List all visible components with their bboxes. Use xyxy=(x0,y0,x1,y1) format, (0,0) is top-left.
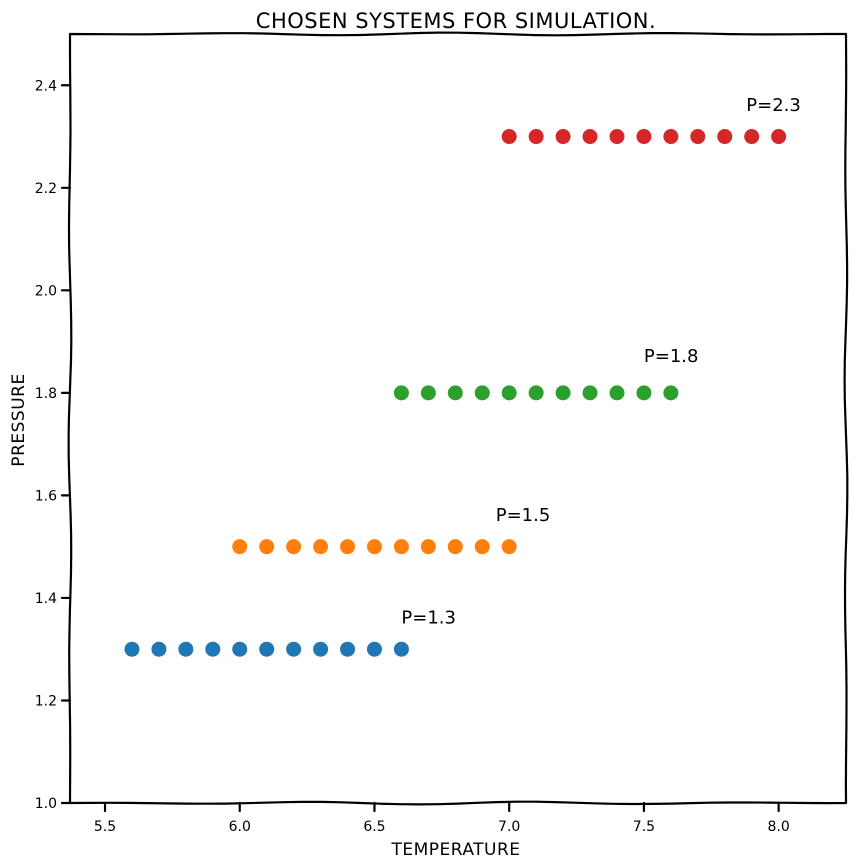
data-point xyxy=(501,385,517,401)
data-point xyxy=(259,641,275,657)
data-point xyxy=(205,641,221,657)
x-tick-label: 7.5 xyxy=(633,819,655,835)
x-axis: 5.5 6.0 6.5 7.0 7.5 8.0 xyxy=(94,801,790,835)
data-point xyxy=(447,385,463,401)
y-tick-label: 1.8 xyxy=(35,386,57,402)
y-axis: 1.0 1.2 1.4 1.6 1.8 2.0 2.2 2.4 xyxy=(35,78,72,812)
annotations: P=1.3 P=1.5 P=1.8 P=2.3 xyxy=(401,95,800,629)
data-point xyxy=(609,385,625,401)
y-tick-label: 1.4 xyxy=(35,591,57,607)
plot-frame xyxy=(67,31,849,806)
data-point xyxy=(663,129,679,145)
data-point xyxy=(690,129,706,145)
y-tick-label: 1.6 xyxy=(35,488,57,504)
y-tick-label: 2.2 xyxy=(35,181,57,197)
data-point xyxy=(420,385,436,401)
data-point xyxy=(232,641,248,657)
data-point xyxy=(528,129,544,145)
data-point xyxy=(582,129,598,145)
x-tick-label: 7.0 xyxy=(498,819,520,835)
data-point xyxy=(340,539,356,555)
chart-title: CHOSEN SYSTEMS FOR SIMULATION. xyxy=(256,9,656,33)
annotation-label: P=2.3 xyxy=(746,95,801,116)
y-tick-label: 1.2 xyxy=(35,693,57,709)
data-point xyxy=(340,641,356,657)
data-point xyxy=(555,129,571,145)
data-point xyxy=(393,641,409,657)
data-points xyxy=(124,129,787,657)
x-tick-label: 6.5 xyxy=(363,819,385,835)
y-tick-label: 2.0 xyxy=(35,283,57,299)
data-point xyxy=(582,385,598,401)
data-point xyxy=(393,539,409,555)
annotation-label: P=1.8 xyxy=(644,346,699,367)
data-point xyxy=(232,539,248,555)
x-tick-label: 8.0 xyxy=(768,819,790,835)
y-tick-label: 2.4 xyxy=(35,78,57,94)
annotation-label: P=1.5 xyxy=(496,505,551,526)
data-point xyxy=(744,129,760,145)
data-point xyxy=(313,539,329,555)
data-point xyxy=(474,539,490,555)
x-axis-label: TEMPERATURE xyxy=(390,840,520,860)
data-point xyxy=(636,129,652,145)
data-point xyxy=(286,641,302,657)
data-point xyxy=(178,641,194,657)
data-point xyxy=(501,539,517,555)
data-point xyxy=(663,385,679,401)
data-point xyxy=(474,385,490,401)
data-point xyxy=(528,385,544,401)
data-point xyxy=(393,385,409,401)
y-axis-label: PRESSURE xyxy=(9,373,29,466)
data-point xyxy=(717,129,733,145)
data-point xyxy=(771,129,787,145)
data-point xyxy=(366,641,382,657)
data-point xyxy=(501,129,517,145)
data-point xyxy=(366,539,382,555)
data-point xyxy=(151,641,167,657)
data-point xyxy=(447,539,463,555)
x-tick-label: 5.5 xyxy=(94,819,116,835)
data-point xyxy=(259,539,275,555)
data-point xyxy=(609,129,625,145)
data-point xyxy=(313,641,329,657)
x-tick-label: 6.0 xyxy=(229,819,251,835)
data-point xyxy=(286,539,302,555)
annotation-label: P=1.3 xyxy=(401,608,456,629)
data-point xyxy=(636,385,652,401)
data-point xyxy=(420,539,436,555)
y-tick-label: 1.0 xyxy=(35,796,57,812)
data-point xyxy=(555,385,571,401)
data-point xyxy=(124,641,140,657)
